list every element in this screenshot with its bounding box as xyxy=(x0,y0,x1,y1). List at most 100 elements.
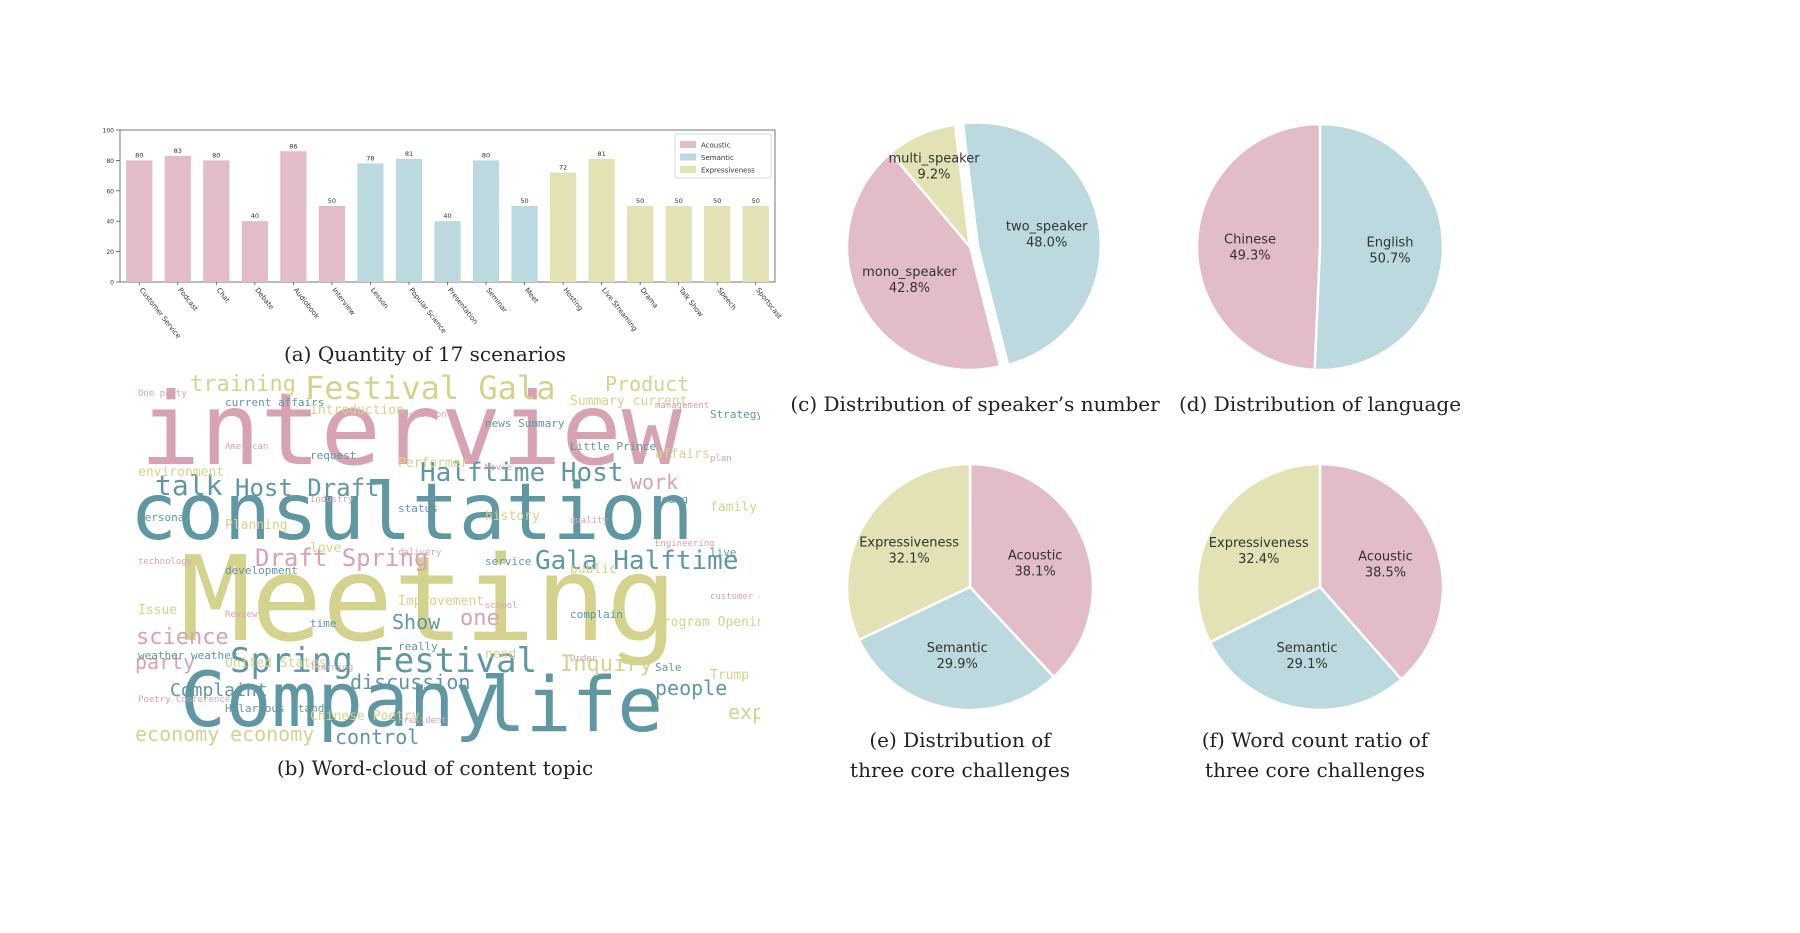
bar-value-label: 80 xyxy=(212,151,220,159)
word-cloud-word: Movie xyxy=(485,463,513,473)
x-tick-label: Speech xyxy=(716,286,738,311)
y-tick-label: 100 xyxy=(103,128,115,135)
x-tick-label: Customer Service xyxy=(138,286,183,340)
pie-slice xyxy=(845,462,972,642)
pie-value-label: 29.1% xyxy=(1286,657,1327,672)
legend-label: Acoustic xyxy=(701,142,731,150)
pie-slice xyxy=(1195,462,1322,644)
word-cloud-word: weather weather xyxy=(138,649,238,662)
word-cloud-word: customer service xyxy=(710,592,760,602)
word-cloud-word: consultation xyxy=(130,468,694,558)
word-cloud-word: Trump xyxy=(710,668,750,683)
word-cloud-word: history xyxy=(485,509,540,524)
word-cloud-word: Product xyxy=(605,372,690,396)
bar-value-label: 50 xyxy=(752,197,760,205)
word-cloud-word: Review xyxy=(225,610,258,620)
word-cloud-word: Poetry Conference xyxy=(138,695,231,705)
word-cloud-word: American xyxy=(225,442,269,452)
word-cloud-word: school xyxy=(485,601,518,611)
word-count-ratio-pie: Acoustic38.5%Semantic29.1%Expressiveness… xyxy=(1195,462,1445,712)
pie-value-label: 42.8% xyxy=(889,281,930,296)
word-cloud-word: Introduction xyxy=(310,403,404,418)
word-cloud-word: Host Draft xyxy=(235,474,380,502)
x-tick-label: Talk Show xyxy=(676,286,704,319)
word-cloud-word: family xyxy=(710,500,757,515)
word-cloud-word: service xyxy=(485,555,532,568)
word-cloud-word: Draft Spring xyxy=(255,544,429,572)
word-cloud-word: Engineering xyxy=(655,539,715,549)
caption-e: (e) Distribution of three core challenge… xyxy=(820,725,1100,785)
word-cloud-word: news Summary xyxy=(485,417,565,430)
caption-f-line2: three core challenges xyxy=(1205,758,1425,782)
pie-slice-label: Expressiveness xyxy=(859,536,959,551)
word-cloud-word: experience xyxy=(728,700,760,724)
caption-b: (b) Word-cloud of content topic xyxy=(276,756,594,780)
legend-swatch xyxy=(680,166,696,173)
word-cloud-word: public xyxy=(570,562,617,577)
word-cloud-word: training xyxy=(190,372,296,397)
bar-value-label: 50 xyxy=(713,197,721,205)
word-cloud-word: Order xyxy=(570,654,598,664)
word-cloud-word: Planning xyxy=(225,518,288,533)
word-cloud-word: control xyxy=(335,725,420,748)
bar-value-label: 50 xyxy=(520,197,528,205)
bar xyxy=(357,163,384,282)
word-cloud-word: work xyxy=(630,470,679,494)
pie-value-label: 50.7% xyxy=(1369,252,1410,267)
bar-value-label: 78 xyxy=(366,154,374,162)
bar xyxy=(395,158,423,282)
pie-value-label: 49.3% xyxy=(1229,248,1270,263)
word-cloud-word: life xyxy=(480,660,664,748)
word-cloud-word: Spring Festival xyxy=(230,641,538,681)
word-cloud: interview consultation Meeting Company life F… xyxy=(130,372,760,748)
pie-slice-label: multi_speaker xyxy=(888,152,980,167)
pie-slice-label: mono_speaker xyxy=(862,265,957,280)
bar xyxy=(549,172,577,282)
pie-slice-label: Acoustic xyxy=(1008,548,1063,563)
pie-slice xyxy=(1208,585,1404,712)
scenario-bar-chart: 0 20 40 60 80 100 80 Customer Service 83 Podcast 8… xyxy=(103,128,784,341)
pie-slice-label: Acoustic xyxy=(1358,549,1413,564)
word-cloud-word: Gala Halftime xyxy=(535,546,739,576)
x-tick-label: Audiobook xyxy=(292,286,322,321)
pie-slice xyxy=(888,123,972,252)
y-tick-label: 60 xyxy=(106,188,114,195)
word-cloud-word: party xyxy=(135,650,196,674)
word-cloud-word: discussion xyxy=(350,670,471,694)
bar xyxy=(511,206,538,282)
pie-slice xyxy=(1318,462,1445,682)
caption-a: (a) Quantity of 17 scenarios xyxy=(283,342,567,366)
word-cloud-word: One party xyxy=(138,389,187,399)
pie-slice-label: English xyxy=(1367,236,1414,251)
word-cloud-word: President xyxy=(398,716,447,726)
legend-swatch xyxy=(680,141,696,148)
bar xyxy=(627,206,654,282)
caption-c: (c) Distribution of speaker’s number xyxy=(790,392,1160,416)
bar-value-label: 83 xyxy=(174,147,182,155)
bar xyxy=(126,160,153,282)
word-cloud-word: talk xyxy=(155,469,223,502)
word-cloud-word: science xyxy=(136,625,229,650)
pie-slice xyxy=(968,462,1095,679)
word-cloud-word: status xyxy=(398,502,438,515)
word-cloud-word: Inquiry xyxy=(560,652,653,677)
x-tick-label: Seminar xyxy=(484,286,508,314)
pie-slice xyxy=(1313,122,1445,372)
pie-value-label: 9.2% xyxy=(918,168,951,183)
word-cloud-word: people xyxy=(655,676,728,700)
y-tick-label: 0 xyxy=(110,280,114,287)
word-cloud-word: management xyxy=(655,401,710,411)
bar-value-label: 40 xyxy=(443,212,451,220)
pie-value-label: 29.9% xyxy=(937,657,978,672)
bar-value-label: 50 xyxy=(636,197,644,205)
pie-slice-label: Semantic xyxy=(927,641,988,656)
pie-value-label: 48.0% xyxy=(1026,236,1067,251)
